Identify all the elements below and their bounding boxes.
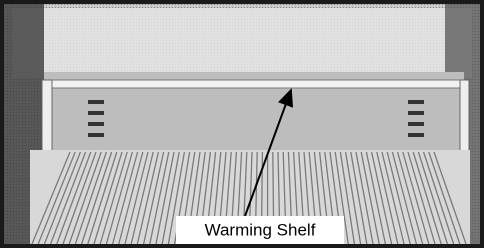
annotation-label: Warming Shelf bbox=[205, 220, 316, 239]
grill-photo: Warming Shelf bbox=[0, 0, 484, 248]
page: Warming Shelf (() => { const data = JSON… bbox=[0, 0, 484, 248]
vent-slot bbox=[88, 133, 104, 137]
shelf-post-right bbox=[460, 80, 469, 160]
shelf-post-left bbox=[42, 80, 52, 160]
vent-slot bbox=[88, 122, 104, 126]
vent-slot bbox=[408, 111, 424, 115]
warming-shelf bbox=[48, 80, 468, 88]
lid-interior bbox=[12, 8, 472, 78]
vent-slot bbox=[408, 122, 424, 126]
vent-slot bbox=[408, 100, 424, 104]
vent-slot bbox=[408, 133, 424, 137]
vent-slot bbox=[88, 111, 104, 115]
vent-slot bbox=[88, 100, 104, 104]
